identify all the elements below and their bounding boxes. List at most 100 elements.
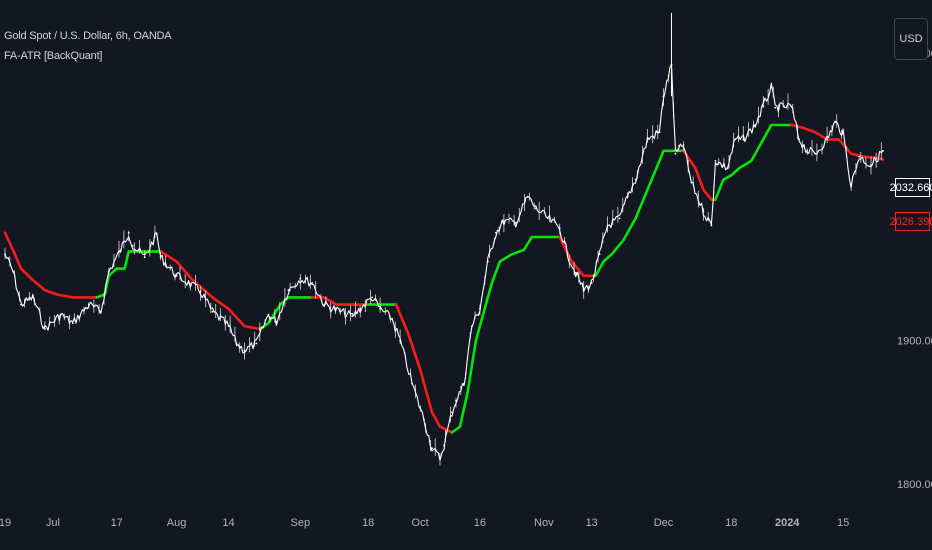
price-point bbox=[87, 303, 90, 306]
price-point bbox=[60, 313, 62, 316]
price-point bbox=[463, 382, 465, 385]
x-tick-label: 16 bbox=[474, 517, 486, 529]
x-tick-label: Dec bbox=[654, 517, 674, 529]
atr-segment-bear bbox=[394, 303, 454, 434]
price-point bbox=[143, 256, 146, 259]
price-point bbox=[175, 274, 178, 277]
price-point bbox=[371, 296, 374, 299]
price-point bbox=[690, 181, 693, 184]
price-point bbox=[127, 231, 130, 234]
x-tick-label: 14 bbox=[222, 517, 234, 529]
price-point bbox=[558, 227, 561, 230]
chart-legend: Gold Spot / U.S. Dollar, 6h, OANDA FA-AT… bbox=[4, 26, 172, 66]
price-point bbox=[451, 411, 453, 414]
price-point bbox=[710, 224, 713, 227]
x-tick-label: 18 bbox=[725, 517, 737, 529]
price-point bbox=[255, 342, 258, 345]
price-point bbox=[702, 210, 705, 213]
price-point bbox=[99, 310, 102, 313]
price-point bbox=[662, 95, 665, 98]
atr-segment-bull bbox=[714, 123, 793, 201]
price-point bbox=[32, 296, 34, 299]
atr-segment-bull bbox=[95, 250, 162, 299]
price-axis[interactable]: 2100.0001900.0001800.000 bbox=[897, 48, 932, 491]
price-point bbox=[842, 132, 844, 135]
price-point bbox=[351, 315, 354, 317]
price-point bbox=[626, 195, 629, 198]
price-point bbox=[726, 167, 729, 170]
price-point bbox=[806, 149, 809, 152]
last-price-badge: 2032.660 bbox=[890, 178, 932, 197]
atr-segment-bull bbox=[259, 296, 314, 331]
x-tick-label: Sep bbox=[291, 517, 311, 529]
price-point bbox=[634, 178, 637, 181]
price-point bbox=[714, 160, 717, 162]
price-point bbox=[275, 320, 278, 323]
price-point bbox=[243, 349, 246, 352]
price-point bbox=[455, 399, 457, 402]
price-point bbox=[479, 308, 481, 310]
x-tick-label: 19 bbox=[0, 517, 11, 529]
price-point bbox=[267, 313, 270, 316]
atr-segment-bear bbox=[3, 231, 99, 299]
y-tick-label: 1900.000 bbox=[897, 336, 932, 348]
x-tick-label: Oct bbox=[412, 517, 429, 529]
price-point bbox=[546, 217, 549, 220]
x-tick-label: 13 bbox=[586, 517, 598, 529]
atr-segment-bear bbox=[558, 235, 598, 278]
symbol-title[interactable]: Gold Spot / U.S. Dollar, 6h, OANDA bbox=[4, 30, 172, 42]
indicator-title[interactable]: FA-ATR [BackQuant] bbox=[4, 50, 103, 62]
price-point bbox=[4, 253, 6, 256]
price-point bbox=[590, 282, 593, 284]
currency-button[interactable]: USD bbox=[894, 18, 928, 60]
x-tick-label: Nov bbox=[534, 517, 554, 529]
price-point bbox=[598, 253, 601, 256]
price-point bbox=[850, 184, 852, 187]
atr-trail-layer bbox=[3, 123, 885, 434]
price-point bbox=[762, 105, 765, 108]
price-point bbox=[431, 447, 433, 450]
price-point bbox=[411, 382, 413, 385]
price-point bbox=[439, 457, 441, 460]
price-point bbox=[674, 152, 677, 155]
price-point bbox=[379, 308, 381, 310]
price-point bbox=[20, 303, 22, 306]
price-point bbox=[287, 289, 290, 292]
price-point bbox=[834, 121, 836, 123]
price-point bbox=[107, 270, 110, 273]
price-point bbox=[443, 444, 445, 447]
price-point bbox=[514, 221, 517, 224]
price-point bbox=[159, 256, 162, 259]
x-tick-label: 15 bbox=[837, 517, 849, 529]
x-tick-label: Jul bbox=[46, 517, 60, 529]
price-point bbox=[311, 282, 314, 284]
price-point bbox=[526, 195, 529, 198]
price-point bbox=[870, 164, 872, 167]
price-point bbox=[742, 138, 745, 141]
price-point bbox=[774, 106, 777, 109]
price-point bbox=[618, 217, 621, 220]
price-point bbox=[814, 152, 817, 155]
price-point bbox=[359, 308, 362, 310]
price-point bbox=[44, 328, 46, 330]
x-tick-label: 17 bbox=[111, 517, 123, 529]
atr-segment-bear bbox=[789, 123, 885, 161]
price-point bbox=[211, 310, 214, 313]
time-axis[interactable]: 19 Jul 17 Aug 14 Sep 18 Oct 16 Nov 13 Dec 18 2024 15 bbox=[0, 517, 849, 529]
price-point bbox=[187, 282, 190, 284]
price-point bbox=[495, 231, 497, 234]
price-point bbox=[339, 310, 342, 313]
price-point bbox=[670, 63, 673, 66]
atr-segment-bear bbox=[159, 250, 262, 331]
price-point bbox=[790, 105, 793, 108]
price-point bbox=[391, 318, 393, 320]
price-point bbox=[227, 325, 230, 327]
price-point bbox=[574, 272, 577, 274]
price-point bbox=[71, 322, 74, 325]
atr-segment-bear bbox=[682, 149, 717, 201]
price-point bbox=[798, 138, 801, 141]
x-tick-label: Aug bbox=[167, 517, 187, 529]
price-point bbox=[734, 138, 737, 141]
price-series-line bbox=[4, 63, 884, 461]
